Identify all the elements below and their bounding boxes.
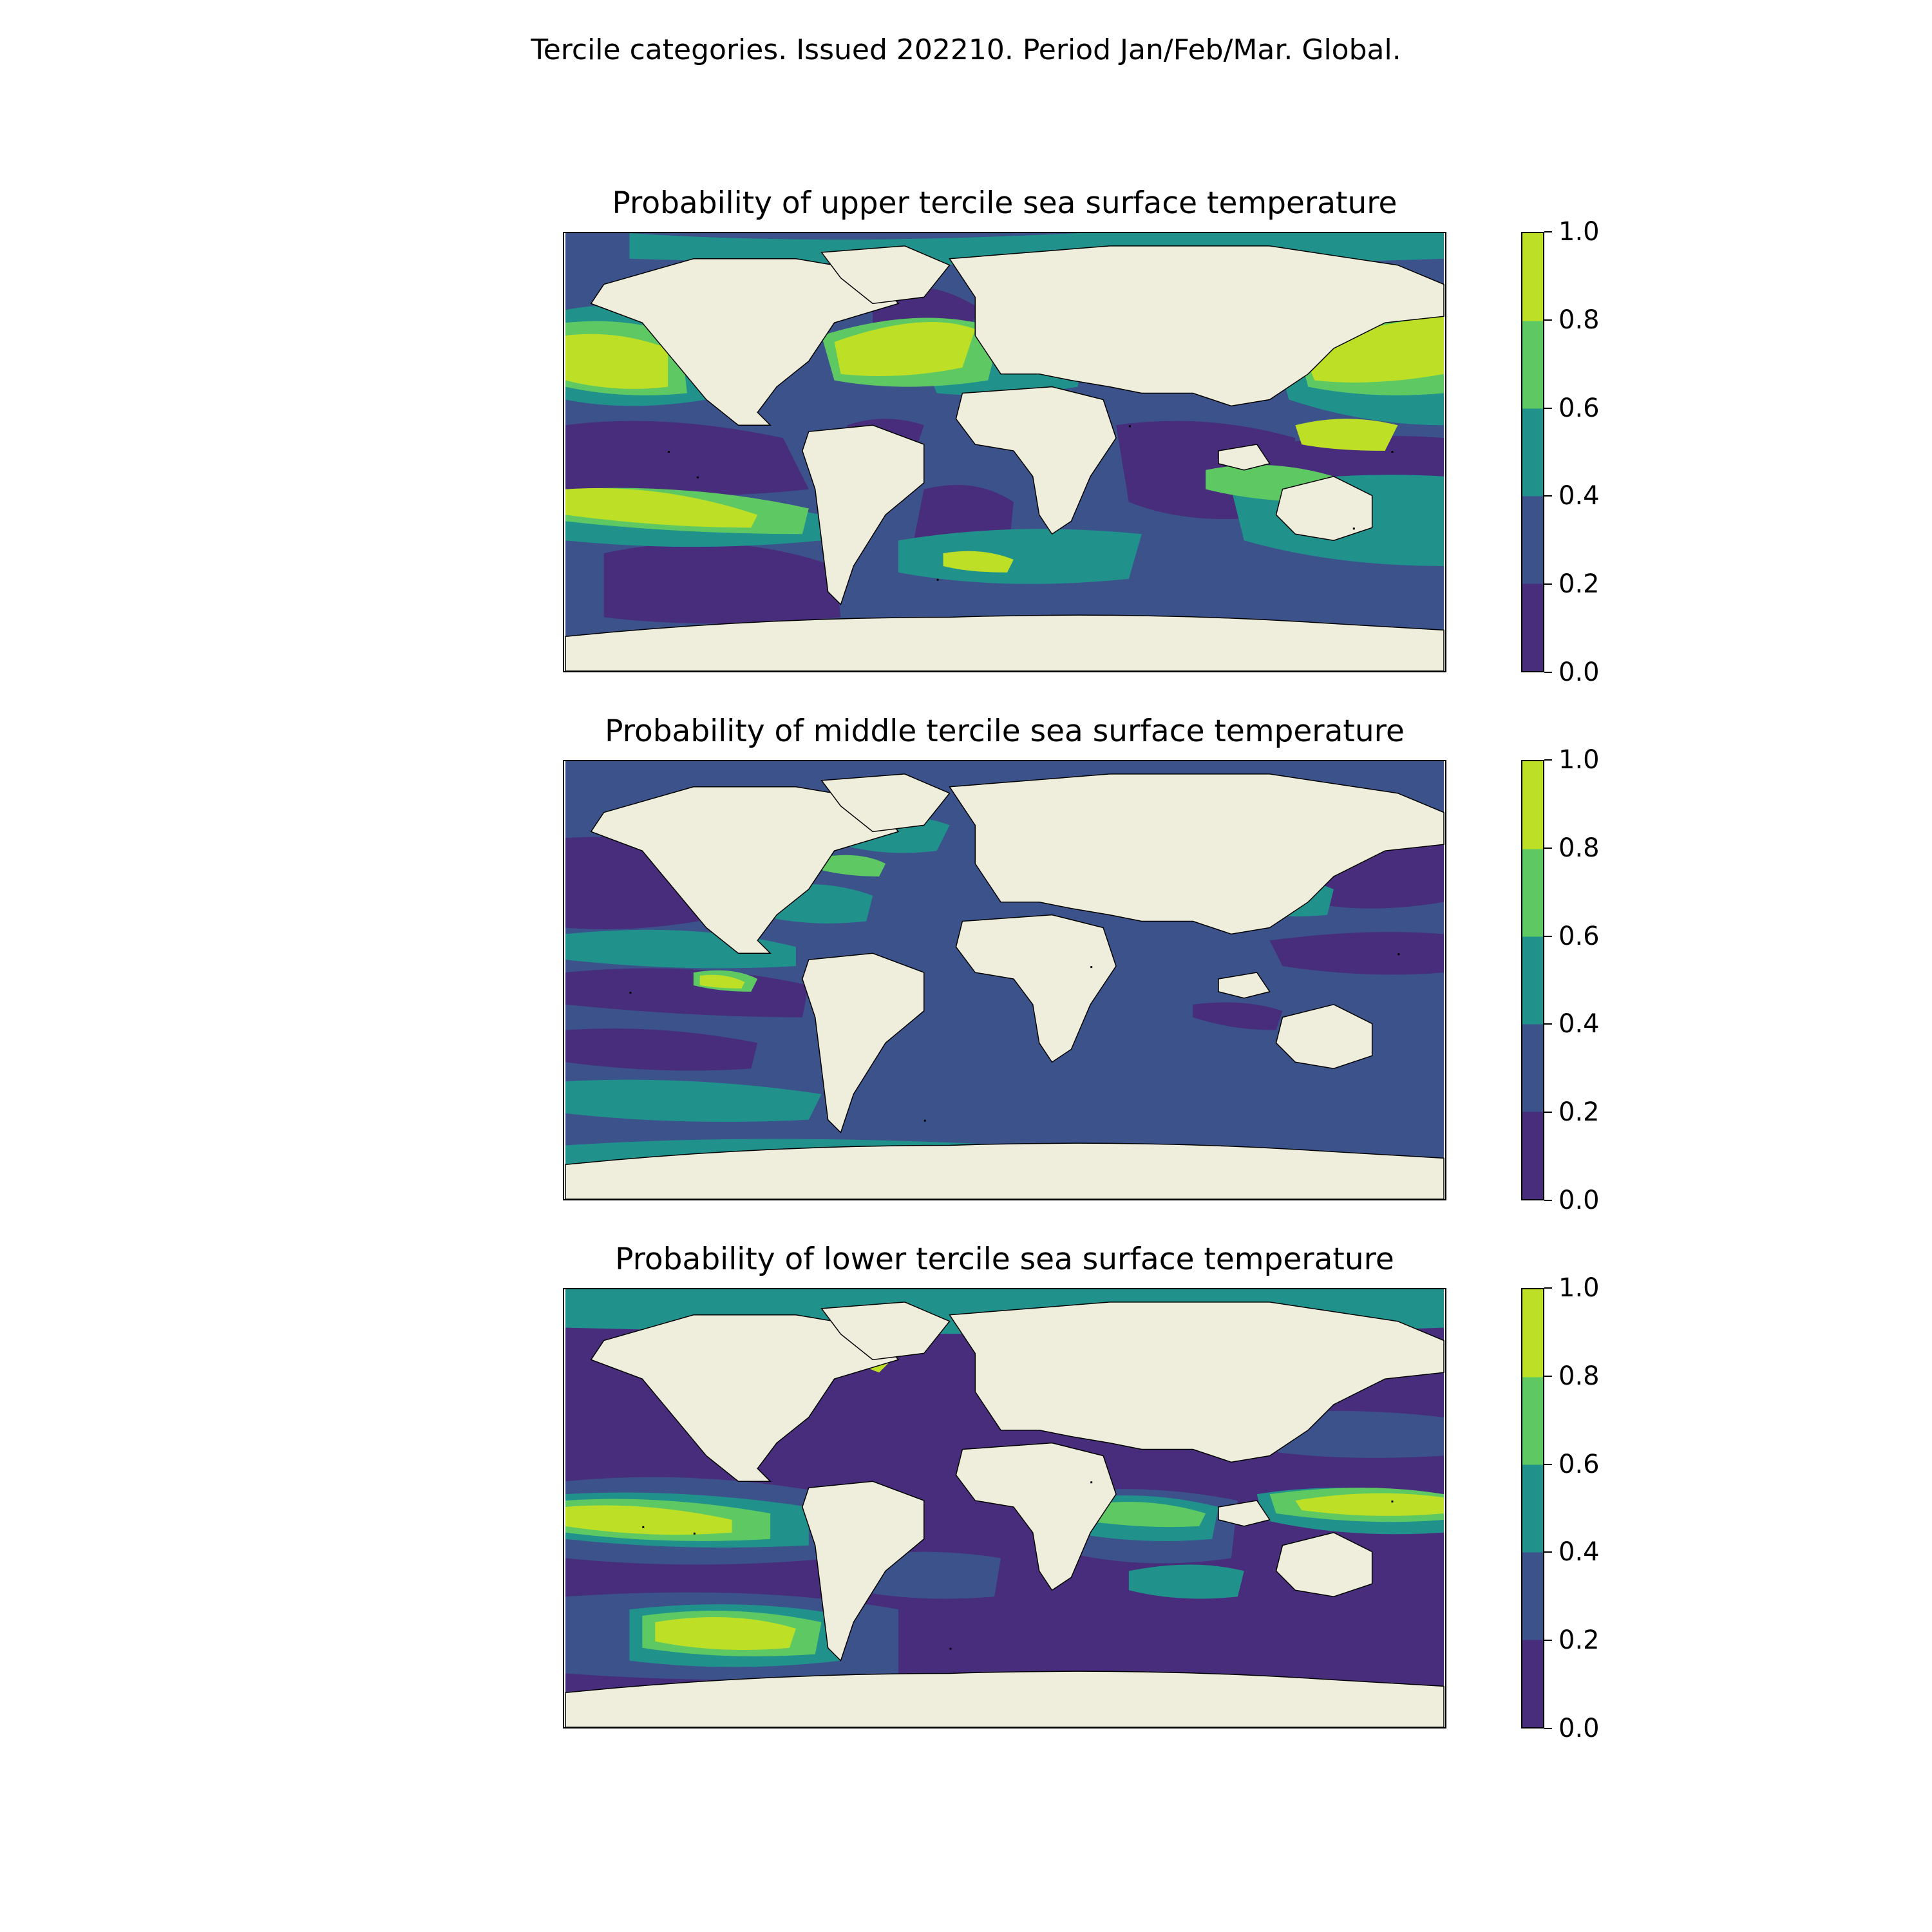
colorbar-ticks-lower: 0.0 0.2 0.4 0.6 0.8 1.0 bbox=[1544, 1274, 1622, 1743]
colorbar-band bbox=[1522, 1289, 1543, 1378]
colorbar-band bbox=[1522, 849, 1543, 937]
map-middle-svg bbox=[565, 761, 1444, 1199]
colorbar-band bbox=[1522, 1640, 1543, 1727]
panel-title-middle: Probability of middle tercile sea surfac… bbox=[605, 714, 1405, 749]
colorbar-ticks-middle: 0.0 0.2 0.4 0.6 0.8 1.0 bbox=[1544, 746, 1622, 1215]
colorbar-band bbox=[1522, 321, 1543, 409]
colorbar-band bbox=[1522, 1552, 1543, 1640]
map-middle bbox=[563, 760, 1446, 1200]
map-upper bbox=[563, 232, 1446, 672]
colorbar-band bbox=[1522, 583, 1543, 671]
map-lower-svg bbox=[565, 1289, 1444, 1727]
colorbar-upper bbox=[1521, 232, 1544, 672]
colorbar-band bbox=[1522, 761, 1543, 849]
colorbar-middle bbox=[1521, 760, 1544, 1200]
colorbar-middle-svg bbox=[1522, 761, 1543, 1199]
panel-title-upper: Probability of upper tercile sea surface… bbox=[612, 185, 1397, 221]
colorbar-band bbox=[1522, 1112, 1543, 1199]
colorbar-band bbox=[1522, 936, 1543, 1025]
colorbar-lower bbox=[1521, 1288, 1544, 1728]
colorbar-upper-svg bbox=[1522, 233, 1543, 671]
panel-title-lower: Probability of lower tercile sea surface… bbox=[615, 1242, 1394, 1277]
colorbar-band bbox=[1522, 1377, 1543, 1465]
colorbar-lower-svg bbox=[1522, 1289, 1543, 1727]
colorbar-band bbox=[1522, 233, 1543, 321]
colorbar-band bbox=[1522, 1464, 1543, 1553]
colorbar-band bbox=[1522, 496, 1543, 584]
colorbar-band bbox=[1522, 1024, 1543, 1112]
map-lower bbox=[563, 1288, 1446, 1728]
map-upper-svg bbox=[565, 233, 1444, 671]
colorbar-band bbox=[1522, 408, 1543, 497]
colorbar-ticks-upper: 0.0 0.2 0.4 0.6 0.8 1.0 bbox=[1544, 218, 1622, 687]
figure-title: Tercile categories. Issued 202210. Perio… bbox=[531, 33, 1401, 66]
